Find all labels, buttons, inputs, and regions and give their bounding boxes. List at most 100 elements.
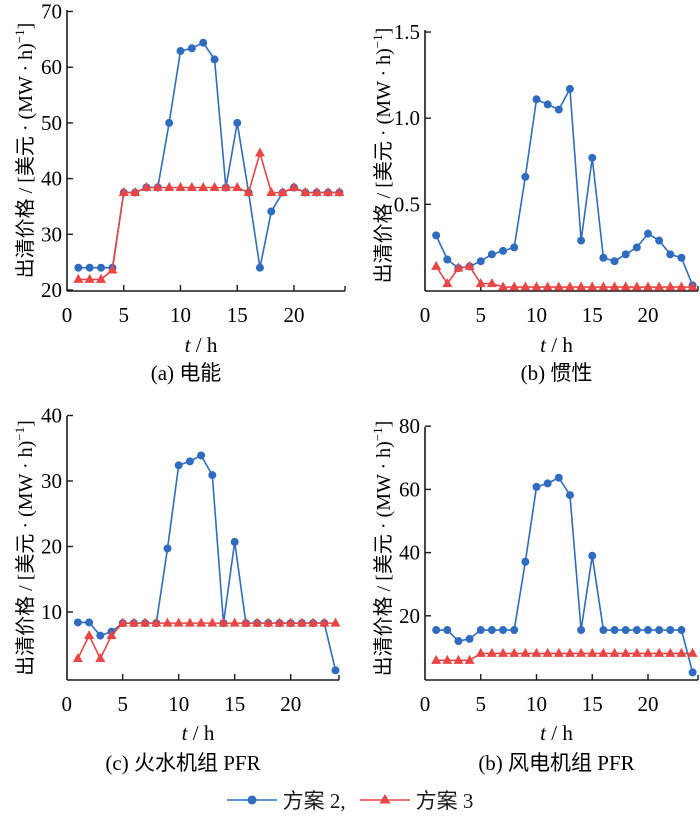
data-point-scheme-2 bbox=[588, 551, 597, 560]
data-point-scheme-2 bbox=[677, 253, 686, 262]
data-point-scheme-2 bbox=[565, 491, 574, 500]
chart-panel-1: 20 30 40 50 60 70 0 5 10 15 20 t / h 出清价格 / [美元 · (M… bbox=[12, 0, 346, 385]
data-point-scheme-2 bbox=[96, 631, 105, 640]
x-tick-label: 10 bbox=[168, 692, 189, 716]
data-point-scheme-2 bbox=[85, 618, 94, 627]
data-point-scheme-3 bbox=[274, 617, 285, 627]
data-point-scheme-3 bbox=[73, 273, 84, 283]
data-point-scheme-2 bbox=[233, 118, 242, 127]
x-tick-label: 20 bbox=[284, 303, 305, 327]
x-tick-label: 20 bbox=[638, 692, 659, 716]
data-point-scheme-3 bbox=[198, 182, 209, 192]
series-line-scheme-3 bbox=[78, 150, 340, 281]
y-tick-label: 10 bbox=[41, 600, 62, 624]
y-tick-label: 1.5 bbox=[394, 20, 420, 44]
data-point-scheme-3 bbox=[300, 187, 311, 197]
chart-panel-2: 0.5 1.0 1.5 0 5 10 15 20 t / h 出清价格 / [美元 · (MW ·… bbox=[370, 20, 699, 385]
data-point-scheme-3 bbox=[553, 281, 564, 291]
data-point-scheme-2 bbox=[432, 231, 441, 240]
data-point-scheme-3 bbox=[220, 182, 231, 192]
data-point-scheme-2 bbox=[532, 95, 541, 104]
data-point-scheme-3 bbox=[587, 647, 598, 657]
data-point-scheme-3 bbox=[631, 647, 642, 657]
legend-label-scheme-3: 方案 3 bbox=[415, 789, 474, 813]
data-point-scheme-2 bbox=[174, 461, 183, 470]
data-point-scheme-3 bbox=[95, 653, 106, 663]
y-axis-label-main: 出清价格 / [美元 · (MW · h) bbox=[372, 48, 395, 283]
x-tick-label: 15 bbox=[582, 692, 603, 716]
data-point-scheme-3 bbox=[117, 617, 128, 627]
data-point-scheme-2 bbox=[599, 626, 608, 635]
data-point-scheme-3 bbox=[498, 647, 509, 657]
data-point-scheme-2 bbox=[655, 236, 664, 245]
data-point-scheme-2 bbox=[443, 255, 452, 264]
data-point-scheme-2 bbox=[176, 47, 185, 56]
data-point-scheme-3 bbox=[289, 182, 299, 192]
x-tick-label: 15 bbox=[227, 303, 248, 327]
data-point-scheme-3 bbox=[665, 647, 676, 657]
y-tick-label: 70 bbox=[41, 0, 62, 24]
x-axis-label-unit: / h bbox=[546, 333, 573, 357]
data-point-scheme-3 bbox=[84, 630, 95, 640]
y-tick-label: 30 bbox=[41, 222, 62, 246]
data-point-scheme-3 bbox=[207, 617, 218, 627]
legend: 方案 2, 方案 3 bbox=[0, 783, 700, 817]
data-point-scheme-3 bbox=[475, 278, 486, 288]
data-point-scheme-3 bbox=[229, 617, 240, 627]
data-point-scheme-2 bbox=[610, 257, 619, 266]
data-point-scheme-2 bbox=[577, 626, 586, 635]
x-tick-label: 15 bbox=[224, 692, 245, 716]
data-point-scheme-3 bbox=[96, 273, 107, 283]
data-point-scheme-2 bbox=[163, 544, 172, 553]
data-point-scheme-3 bbox=[453, 262, 464, 272]
data-point-scheme-2 bbox=[331, 666, 340, 675]
data-point-scheme-3 bbox=[431, 260, 442, 270]
y-axis-label-sup: −1 bbox=[370, 427, 385, 441]
data-point-scheme-3 bbox=[140, 617, 151, 627]
data-point-scheme-2 bbox=[267, 207, 276, 216]
y-axis-label: 出清价格 / [美元 · (MW · h)−1] bbox=[370, 28, 395, 284]
data-point-scheme-3 bbox=[252, 617, 263, 627]
data-point-scheme-2 bbox=[510, 626, 519, 635]
data-point-scheme-3 bbox=[107, 264, 118, 274]
data-point-scheme-3 bbox=[323, 187, 334, 197]
y-tick-label: 50 bbox=[41, 111, 62, 135]
data-point-scheme-2 bbox=[644, 626, 652, 635]
data-point-scheme-3 bbox=[620, 281, 631, 291]
data-point-scheme-3 bbox=[266, 187, 277, 197]
data-point-scheme-3 bbox=[308, 617, 319, 627]
data-point-scheme-3 bbox=[151, 617, 162, 627]
x-tick-label: 0 bbox=[420, 303, 431, 327]
y-axis-label: 出清价格 / [美元 · (MW · h)−1] bbox=[12, 420, 37, 676]
data-point-scheme-3 bbox=[175, 182, 186, 192]
data-point-scheme-2 bbox=[208, 471, 217, 480]
legend-item-scheme-2: 方案 2, bbox=[226, 785, 346, 815]
y-tick-label: 30 bbox=[41, 469, 62, 493]
y-tick-label: 60 bbox=[41, 55, 62, 79]
data-point-scheme-3 bbox=[285, 617, 296, 627]
data-point-scheme-3 bbox=[442, 278, 453, 288]
data-point-scheme-2 bbox=[255, 263, 264, 272]
data-point-scheme-3 bbox=[152, 182, 163, 192]
data-point-scheme-2 bbox=[74, 263, 83, 272]
data-point-scheme-2 bbox=[565, 84, 574, 93]
data-point-scheme-3 bbox=[84, 273, 95, 283]
y-axis-label-sup: −1 bbox=[12, 427, 27, 441]
data-point-scheme-2 bbox=[577, 236, 586, 245]
data-point-scheme-2 bbox=[454, 637, 463, 646]
x-axis-label-var: t bbox=[540, 333, 547, 357]
data-point-scheme-3 bbox=[687, 647, 698, 657]
y-axis-label-close: ] bbox=[15, 420, 37, 427]
y-axis-label-sup: −1 bbox=[12, 29, 27, 43]
data-point-scheme-3 bbox=[296, 617, 307, 627]
data-point-scheme-3 bbox=[218, 617, 229, 627]
data-point-scheme-2 bbox=[655, 626, 664, 635]
data-point-scheme-3 bbox=[164, 182, 175, 192]
data-point-scheme-3 bbox=[330, 617, 341, 627]
data-point-scheme-2 bbox=[476, 626, 485, 635]
data-point-scheme-2 bbox=[543, 100, 552, 109]
data-point-scheme-3 bbox=[464, 260, 475, 270]
data-point-scheme-2 bbox=[599, 253, 608, 262]
data-point-scheme-3 bbox=[620, 647, 631, 657]
data-point-scheme-3 bbox=[587, 281, 598, 291]
